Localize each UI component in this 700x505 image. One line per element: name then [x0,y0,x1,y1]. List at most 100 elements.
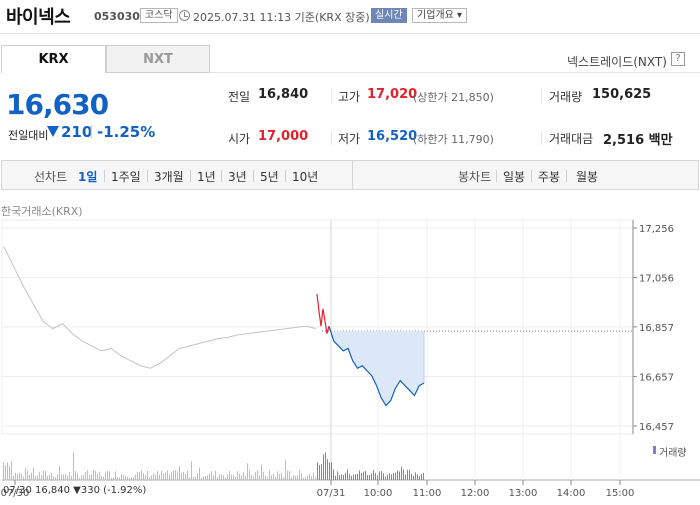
line-chart-label: 선차트 [34,170,68,184]
volume-bar [123,475,124,480]
volume-bar [29,474,30,480]
period-5y[interactable]: 5년 [260,170,279,184]
period-divider [496,170,497,182]
volume-bar [407,469,408,480]
volume-bar [229,470,230,480]
period-1d[interactable]: 1일 [78,170,98,184]
volume-bar [231,474,232,480]
volume-bar [395,472,396,480]
volume-bar [47,476,48,480]
volume-bar [7,462,8,480]
trade-value-label: 거래대금 [549,132,594,146]
period-divider [253,170,254,182]
volume-bar [331,462,332,480]
y-tick-label: 17,056 [639,274,674,285]
volume-bar [367,474,368,480]
volume-bar [343,474,344,480]
period-divider [531,170,532,182]
volume-bar [239,473,240,480]
volume-bar [371,473,372,480]
info-icon[interactable]: ? [671,52,685,66]
below-prev-close-fill [329,326,424,406]
volume-bar [81,475,82,480]
volume-bar [37,475,38,480]
volume-bar [187,470,188,480]
tab-nxt[interactable]: NXT [106,45,210,73]
volume-bar [415,472,416,480]
volume-bar [295,476,296,480]
volume-bar [211,471,212,480]
volume-bar [289,471,290,480]
volume-legend-label: 거래량 [659,448,687,459]
volume-bar [61,474,62,480]
period-1y[interactable]: 1년 [197,170,216,184]
volume-bar [11,461,12,480]
volume-bar [85,472,86,480]
volume-bar [377,475,378,480]
volume-bar [101,475,102,480]
stock-name: 바이넥스 [6,7,71,28]
volume-bar [359,470,360,480]
candle-monthly[interactable]: 월봉 [576,170,599,184]
volume-bar [43,470,44,480]
clock-icon [179,10,190,21]
volume-bar [185,473,186,480]
period-10y[interactable]: 10년 [292,170,319,184]
volume-bar [209,473,210,480]
volume-bar [293,475,294,480]
period-3m[interactable]: 3개월 [154,170,184,184]
volume-bar [151,475,152,480]
volume-bar [241,475,242,480]
period-1w[interactable]: 1주일 [111,170,141,184]
volume-bar [225,477,226,480]
volume-bar [339,475,340,480]
volume-bar [393,473,394,480]
nextrade-link[interactable]: 넥스트레이드(NXT) [567,55,667,69]
volume-bar [115,471,116,480]
candle-daily[interactable]: 일봉 [503,170,526,184]
volume-bar [193,476,194,480]
volume-bar [111,477,112,480]
volume-bar [163,474,164,480]
volume-bar [83,474,84,480]
volume-bar [249,470,250,480]
x-tick-label: 11:00 [413,488,442,499]
volume-bar [337,471,338,480]
volume-bar [405,474,406,480]
y-tick-label: 16,857 [639,323,674,334]
price-chart[interactable]: 17,256 17,056 16,857 16,657 16,457 07/30 07/31… [0,215,700,505]
volume-bar [31,472,32,480]
volume-bar [365,471,366,480]
volume-bar [329,462,330,480]
volume-bar [97,474,98,480]
prev-close-value: 16,840 [258,87,309,102]
prev-day-label: 전일대비 [8,129,49,142]
volume-bar [221,474,222,480]
volume-bar [387,474,388,480]
volume-bar [13,475,14,480]
volume-bar [167,470,168,480]
volume-bar [39,471,40,480]
volume-bar [277,471,278,480]
volume-bar [139,472,140,480]
company-overview-button[interactable]: 기업개요 ▾ [412,8,468,23]
candle-weekly[interactable]: 주봉 [538,170,561,184]
trade-value-value: 2,516 백만 [603,133,673,148]
volume-bar [223,475,224,480]
period-3y[interactable]: 3년 [228,170,247,184]
volume-bar [93,470,94,480]
volume-legend-swatch [653,446,656,454]
period-divider [190,170,191,182]
y-tick-label: 16,657 [639,372,674,383]
volume-bar [385,476,386,480]
volume-bar [159,474,160,480]
volume-bar [147,470,148,480]
realtime-badge[interactable]: 실시간 [371,8,407,23]
low-label: 저가 [338,132,361,146]
volume-bar [313,472,314,480]
company-overview-label: 기업개요 [417,10,454,21]
volume-bar [419,476,420,480]
open-label: 시가 [228,132,251,146]
volume-bar [273,473,274,480]
tab-krx[interactable]: KRX [1,45,106,73]
